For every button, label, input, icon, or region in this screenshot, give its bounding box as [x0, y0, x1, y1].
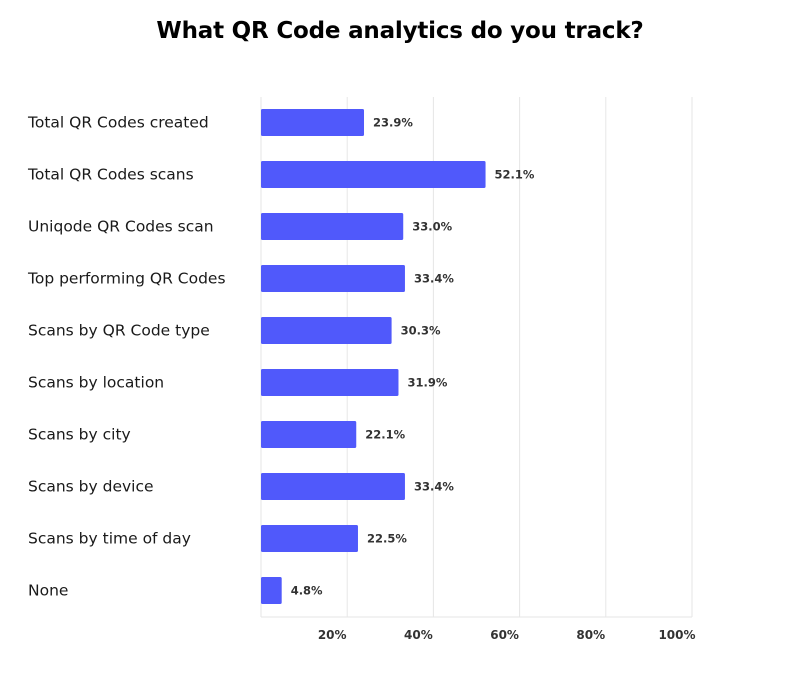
value-labels: 23.9% 52.1% 33.0% 33.4% 30.3% 31.9% 22.1% 33.4%… [291, 116, 535, 598]
bar [261, 369, 399, 396]
category-label: Scans by QR Code type [28, 322, 210, 340]
data-label: 31.9% [407, 376, 447, 390]
category-label: Scans by location [28, 374, 164, 392]
category-label: Scans by time of day [28, 530, 191, 548]
x-tick-label: 60% [490, 628, 519, 642]
chart-title: What QR Code analytics do you track? [156, 18, 644, 44]
x-tick-label: 20% [318, 628, 347, 642]
data-label: 33.4% [414, 480, 454, 494]
category-labels: Total QR Codes created Total QR Codes sca… [27, 114, 226, 600]
data-label: 33.0% [412, 220, 452, 234]
category-label: Total QR Codes created [27, 114, 209, 132]
x-tick-label: 100% [658, 628, 695, 642]
x-tick-label: 40% [404, 628, 433, 642]
data-label: 23.9% [373, 116, 413, 130]
data-label: 33.4% [414, 272, 454, 286]
category-label: Top performing QR Codes [27, 270, 226, 288]
category-label: None [28, 582, 68, 600]
x-tick-label: 80% [576, 628, 605, 642]
category-label: Total QR Codes scans [27, 166, 194, 184]
category-label: Uniqode QR Codes scan [28, 218, 214, 236]
bar [261, 473, 405, 500]
data-label: 4.8% [291, 584, 323, 598]
bar [261, 525, 358, 552]
bars [261, 109, 486, 604]
bar [261, 577, 282, 604]
category-label: Scans by device [28, 478, 154, 496]
data-label: 22.1% [365, 428, 405, 442]
bar [261, 421, 357, 448]
data-label: 30.3% [401, 324, 441, 338]
category-label: Scans by city [28, 426, 131, 444]
data-label: 52.1% [495, 168, 535, 182]
bar [261, 213, 404, 240]
bar [261, 265, 405, 292]
bar [261, 317, 392, 344]
x-axis: 20% 40% 60% 80% 100% [261, 616, 696, 642]
data-label: 22.5% [367, 532, 407, 546]
bar [261, 161, 486, 188]
bar [261, 109, 365, 136]
